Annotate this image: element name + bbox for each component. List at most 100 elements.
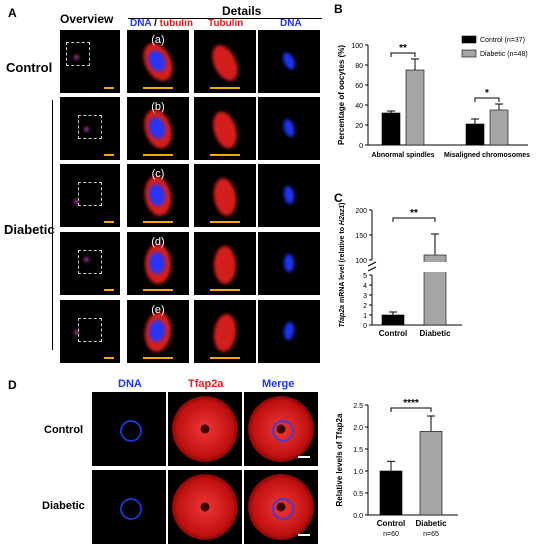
x-category-label: Misaligned chromosomes xyxy=(444,152,530,159)
oocyte-spot xyxy=(74,55,79,60)
y-tick-label: 0 xyxy=(363,323,367,330)
axis-break xyxy=(367,266,377,272)
significance-bracket xyxy=(390,52,416,57)
nucleus xyxy=(120,420,142,442)
diabetic-bracket xyxy=(52,100,53,350)
y-tick-label: 20 xyxy=(355,123,363,130)
bar xyxy=(379,470,403,516)
scale-bar xyxy=(143,289,173,291)
scale-bar xyxy=(143,154,173,156)
y-axis-label-part: Tfap2a xyxy=(339,305,346,328)
oocyte-spot xyxy=(84,257,89,262)
legend-swatch xyxy=(461,35,477,44)
bar xyxy=(381,314,405,326)
detail-image: (e) xyxy=(127,300,189,363)
detail-image xyxy=(258,164,320,227)
detail-image: (a) xyxy=(127,30,189,93)
detail-image: (b) xyxy=(127,97,189,160)
overview-image xyxy=(60,300,120,363)
scale-bar xyxy=(104,221,114,223)
column-header-dna-tubulin: DNA / tubulin xyxy=(130,18,193,29)
zoom-region-box xyxy=(66,42,90,66)
details-header: Details xyxy=(222,4,262,18)
bar xyxy=(381,112,401,146)
scale-bar xyxy=(104,87,114,89)
image-sub-label: (c) xyxy=(151,168,165,180)
scale-bar xyxy=(210,221,240,223)
significance-bracket xyxy=(392,217,436,222)
x-category-label: Control xyxy=(377,519,405,528)
oocyte-stain xyxy=(172,474,238,540)
overview-header: Overview xyxy=(60,12,114,26)
panel-d-image-grid xyxy=(92,392,318,544)
panel-d-col-tfap2a: Tfap2a xyxy=(188,378,224,390)
n-label: n=60 xyxy=(383,531,399,538)
overview-image xyxy=(60,164,120,227)
column-header-dna-2: DNA xyxy=(280,18,302,29)
y-axis-label: Percentage of oocytes (%) xyxy=(337,45,346,145)
details-divider xyxy=(128,18,322,19)
scale-bar xyxy=(210,154,240,156)
y-axis-label: Relative levels of Tfap2a xyxy=(335,413,344,506)
column-header-slash: / xyxy=(151,18,160,29)
panel-d-col-dna: DNA xyxy=(118,378,142,390)
y-tick-label: 0.5 xyxy=(353,491,363,498)
y-tick-label: 2.5 xyxy=(353,403,363,410)
y-tick-label: 150 xyxy=(355,233,367,240)
y-tick-label: 3 xyxy=(363,293,367,300)
detail-image: (d) xyxy=(127,232,189,295)
scale-bar xyxy=(210,289,240,291)
detail-image xyxy=(194,164,256,227)
bar-break-gap xyxy=(423,262,447,272)
overview-image xyxy=(60,30,120,93)
significance-label: * xyxy=(485,88,489,99)
zoom-region-box xyxy=(78,115,102,139)
significance-label: ** xyxy=(399,43,407,54)
detail-image xyxy=(258,232,320,295)
y-tick-label: 1 xyxy=(363,313,367,320)
y-tick-label: 40 xyxy=(355,103,363,110)
bar xyxy=(465,123,485,146)
scale-bar xyxy=(143,357,173,359)
nucleus xyxy=(272,498,294,520)
merge-image xyxy=(244,470,318,544)
scale-bar xyxy=(143,221,173,223)
panel-d-chart: 0.0 0.5 1.0 1.5 2.0 2.5 Relative levels of Tfa… xyxy=(335,398,458,538)
y-tick-label: 80 xyxy=(355,63,363,70)
detail-image xyxy=(258,97,320,160)
zoom-region-box xyxy=(78,318,102,342)
bar xyxy=(489,109,509,146)
y-tick-label: 0.0 xyxy=(353,513,363,520)
significance-label: ** xyxy=(410,208,418,219)
zoom-region-box xyxy=(78,182,102,206)
y-axis-label-part: H2az1 xyxy=(339,205,346,225)
detail-image xyxy=(258,30,320,93)
tfap2a-image xyxy=(168,470,242,544)
y-tick-label: 2 xyxy=(363,303,367,310)
bar xyxy=(419,431,443,516)
y-tick-label: 1.0 xyxy=(353,469,363,476)
zoom-region-box xyxy=(78,250,102,274)
x-category-label: Diabetic xyxy=(419,329,451,338)
row-label-control: Control xyxy=(6,60,53,75)
y-tick-label: 4 xyxy=(363,283,367,290)
y-tick-label: 0 xyxy=(359,143,363,150)
column-header-tubulin: Tubulin xyxy=(208,18,244,29)
panel-a-image-grid: (a) (b) (c) (d) (e) xyxy=(0,0,340,370)
y-tick-label: 1.5 xyxy=(353,447,363,454)
y-tick-label: 2.0 xyxy=(353,425,363,432)
panel-c-chart: C 0 1 2 3 4 5 100 150 200 Tfap2a mRNA level (rela… xyxy=(334,191,462,338)
detail-image: (c) xyxy=(127,164,189,227)
legend-label: Diabetic (n=48) xyxy=(480,51,528,58)
legend-swatch xyxy=(461,49,477,58)
merge-image xyxy=(244,392,318,466)
scale-bar xyxy=(210,357,240,359)
oocyte-stain xyxy=(172,396,238,462)
row-label-diabetic: Diabetic xyxy=(4,222,55,237)
y-tick-label: 100 xyxy=(355,258,367,265)
column-header-dna: DNA xyxy=(130,18,152,29)
y-tick-label: 100 xyxy=(351,43,363,50)
panel-b-letter: B xyxy=(334,2,343,16)
detail-image xyxy=(258,300,320,363)
scale-bar xyxy=(104,154,114,156)
